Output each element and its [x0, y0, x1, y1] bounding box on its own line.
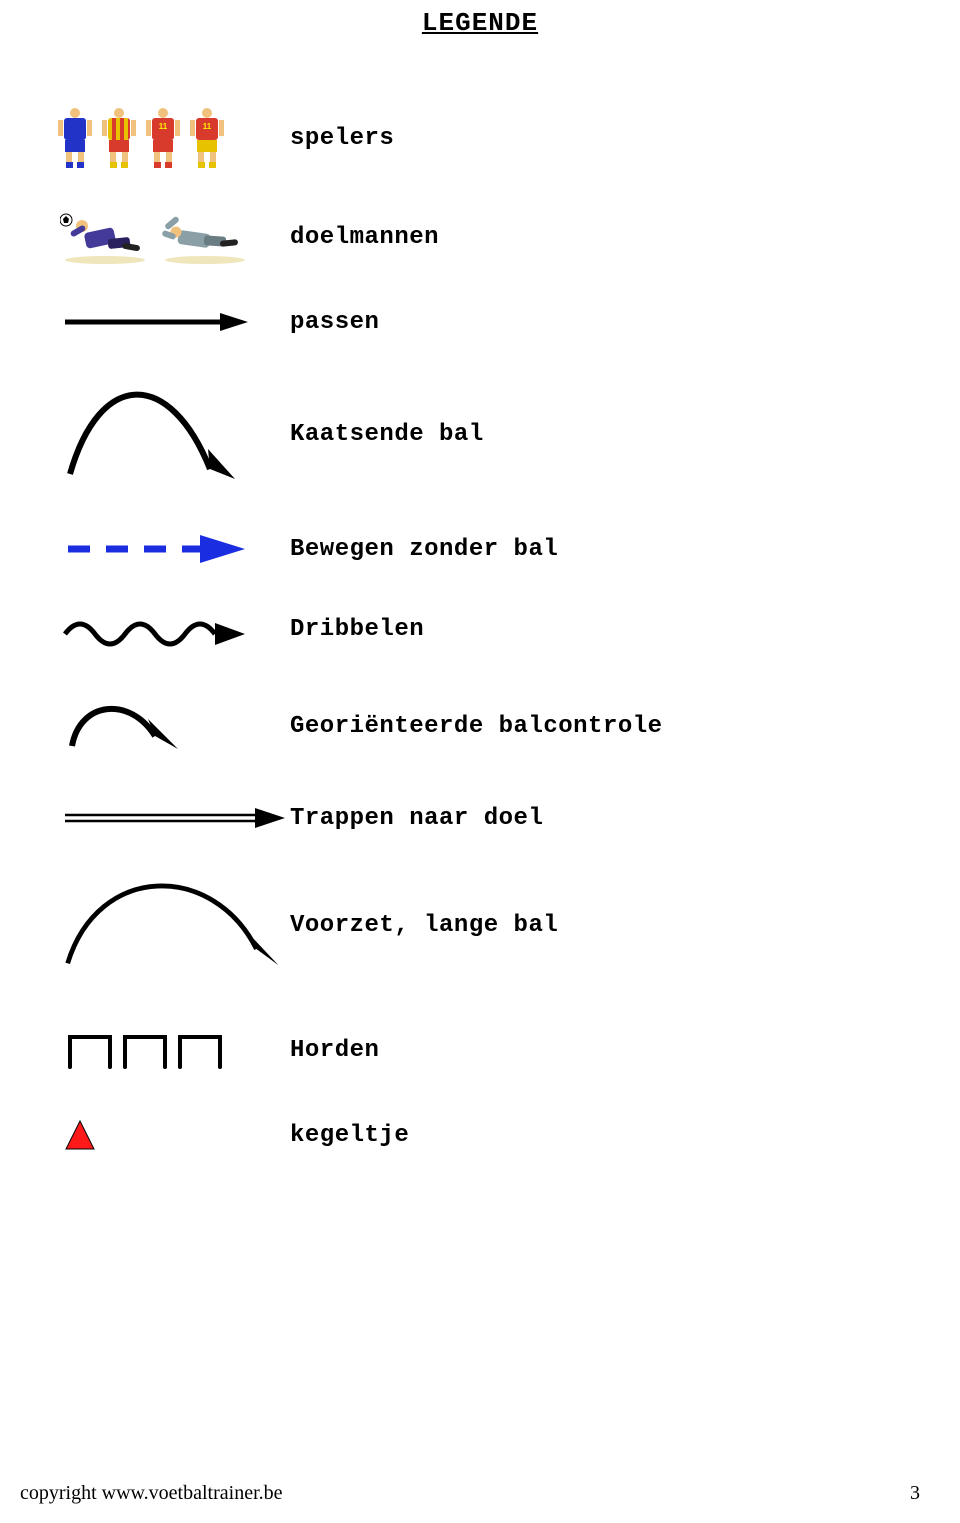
player-icon: 11	[192, 108, 222, 168]
goalkeeper-icon-2	[160, 210, 250, 265]
label-bouncing: Kaatsende bal	[290, 421, 484, 448]
footer: copyright www.voetbaltrainer.be 3	[20, 1482, 920, 1505]
oriented-control-icon	[60, 691, 290, 761]
page-title: LEGENDE	[60, 8, 900, 38]
label-shoot: Trappen naar doel	[290, 805, 543, 832]
legend-row-players: 1111 spelers	[60, 108, 900, 168]
footer-copyright: copyright www.voetbaltrainer.be	[20, 1482, 283, 1505]
label-cross: Voorzet, lange bal	[290, 912, 558, 939]
goalkeeper-icon-1	[60, 210, 150, 265]
dribble-icon	[60, 609, 290, 649]
players-symbol: 1111	[60, 108, 290, 168]
cone-icon	[60, 1117, 290, 1153]
player-icon	[104, 108, 134, 168]
legend-row-bouncing: Kaatsende bal	[60, 379, 900, 489]
legend-row-oriented: Georiënteerde balcontrole	[60, 691, 900, 761]
legend-row-movement: Bewegen zonder bal	[60, 531, 900, 567]
player-icon	[60, 108, 90, 168]
legend-row-pass: passen	[60, 307, 900, 337]
page: LEGENDE 1111 spelers	[0, 8, 960, 1523]
hurdles-icon	[60, 1025, 290, 1075]
label-pass: passen	[290, 309, 379, 336]
keepers-symbol	[60, 210, 290, 265]
player-icon: 11	[148, 108, 178, 168]
footer-page-number: 3	[910, 1482, 920, 1505]
legend-row-keepers: doelmannen	[60, 210, 900, 265]
legend-row-shoot: Trappen naar doel	[60, 803, 900, 833]
legend-row-cone: kegeltje	[60, 1117, 900, 1153]
shoot-arrow-icon	[60, 803, 290, 833]
legend-row-hurdles: Horden	[60, 1025, 900, 1075]
label-movement: Bewegen zonder bal	[290, 536, 558, 563]
pass-arrow-icon	[60, 307, 290, 337]
movement-arrow-icon	[60, 531, 290, 567]
label-dribble: Dribbelen	[290, 616, 424, 643]
label-oriented: Georiënteerde balcontrole	[290, 713, 663, 740]
legend-row-dribble: Dribbelen	[60, 609, 900, 649]
label-hurdles: Horden	[290, 1037, 379, 1064]
label-cone: kegeltje	[290, 1122, 409, 1149]
label-players: spelers	[290, 125, 394, 152]
cross-arrow-icon	[60, 875, 290, 975]
bouncing-ball-icon	[60, 379, 290, 489]
label-keepers: doelmannen	[290, 224, 439, 251]
legend-row-cross: Voorzet, lange bal	[60, 875, 900, 975]
